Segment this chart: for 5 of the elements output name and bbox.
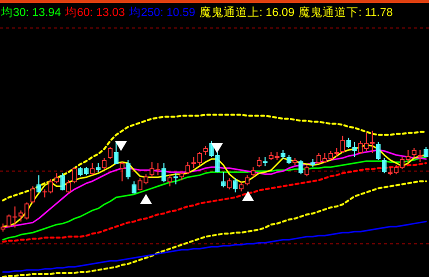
text: 魔鬼通道下: 11.78: [298, 7, 393, 19]
text: 魔鬼通道上: 16.09: [199, 7, 294, 19]
text: 均250: 10.59: [128, 7, 196, 19]
text: 均60: 13.03: [64, 7, 125, 19]
text: 均30: 13.94: [1, 7, 61, 19]
